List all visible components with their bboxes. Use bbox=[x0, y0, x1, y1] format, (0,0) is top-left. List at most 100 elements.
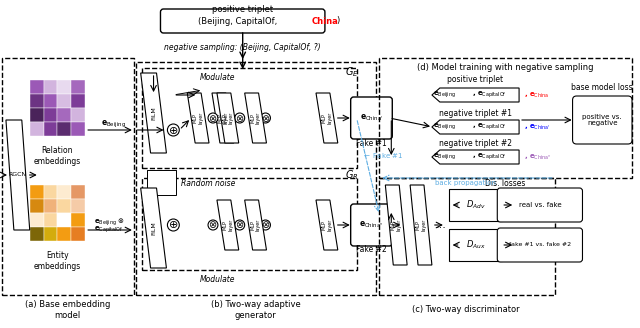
Bar bbox=[44, 185, 58, 199]
Text: MLP
layer: MLP layer bbox=[223, 112, 233, 124]
Text: $\otimes$: $\otimes$ bbox=[235, 219, 244, 231]
Text: positive vs.
negative: positive vs. negative bbox=[582, 113, 622, 127]
Polygon shape bbox=[432, 88, 519, 102]
Circle shape bbox=[208, 113, 218, 123]
Text: base model loss: base model loss bbox=[572, 84, 633, 92]
Bar bbox=[44, 94, 58, 108]
Bar bbox=[71, 80, 85, 94]
Polygon shape bbox=[212, 93, 234, 143]
Text: $\mathbf{e}_{\mathrm{China''}}$: $\mathbf{e}_{\mathrm{China''}}$ bbox=[359, 220, 384, 230]
Text: China: China bbox=[312, 16, 339, 26]
Circle shape bbox=[208, 220, 218, 230]
Bar bbox=[58, 94, 71, 108]
Text: $\mathbf{e}_{\mathrm{Beijing}}$: $\mathbf{e}_{\mathrm{Beijing}}$ bbox=[102, 118, 126, 130]
FancyBboxPatch shape bbox=[351, 97, 392, 139]
Text: Modulate: Modulate bbox=[200, 72, 236, 81]
Text: , $\mathbf{e}_{\mathrm{CapitalOf}}$: , $\mathbf{e}_{\mathrm{CapitalOf}}$ bbox=[472, 90, 506, 100]
Text: $\mathbf{e}_{\mathrm{Beijing}}$: $\mathbf{e}_{\mathrm{Beijing}}$ bbox=[433, 90, 456, 100]
Bar bbox=[29, 185, 44, 199]
Bar bbox=[44, 108, 58, 122]
Text: MLP
layer: MLP layer bbox=[250, 219, 261, 231]
Bar bbox=[58, 185, 71, 199]
Polygon shape bbox=[217, 93, 239, 143]
Polygon shape bbox=[385, 185, 407, 265]
Text: Random noise: Random noise bbox=[181, 178, 236, 188]
Polygon shape bbox=[316, 93, 338, 143]
Bar bbox=[44, 227, 58, 241]
Polygon shape bbox=[141, 73, 166, 153]
Bar bbox=[71, 213, 85, 227]
Text: Relation
embeddings: Relation embeddings bbox=[34, 146, 81, 166]
Text: $G_E$: $G_E$ bbox=[345, 65, 358, 79]
Text: back propagation: back propagation bbox=[435, 180, 496, 186]
Text: $\mathbf{e}_{\mathrm{Beijing}}$: $\mathbf{e}_{\mathrm{Beijing}}$ bbox=[433, 152, 456, 162]
Bar bbox=[58, 108, 71, 122]
Text: $D_{Adv}$: $D_{Adv}$ bbox=[466, 199, 485, 211]
Polygon shape bbox=[432, 120, 519, 134]
Text: , $\mathbf{e}_{\mathrm{China}}$: , $\mathbf{e}_{\mathrm{China}}$ bbox=[524, 91, 549, 100]
Circle shape bbox=[260, 113, 271, 123]
Text: (Beijing, CapitalOf,: (Beijing, CapitalOf, bbox=[198, 16, 280, 26]
Text: negative triplet #2: negative triplet #2 bbox=[439, 139, 512, 149]
Text: real vs. fake: real vs. fake bbox=[518, 202, 561, 208]
Text: FiLM: FiLM bbox=[151, 221, 156, 235]
Bar bbox=[71, 227, 85, 241]
FancyBboxPatch shape bbox=[497, 228, 582, 262]
Circle shape bbox=[235, 220, 244, 230]
Text: $\mathbf{e}_{\mathrm{Beijing}}$: $\mathbf{e}_{\mathrm{Beijing}}$ bbox=[433, 122, 456, 132]
Text: MLP
layer: MLP layer bbox=[321, 112, 332, 124]
Text: Fake #1: Fake #1 bbox=[356, 138, 387, 148]
Circle shape bbox=[168, 124, 179, 136]
Bar bbox=[71, 108, 85, 122]
Bar bbox=[71, 94, 85, 108]
Text: negative sampling: (Beijing, CapitalOf, ?): negative sampling: (Beijing, CapitalOf, … bbox=[164, 44, 321, 52]
Bar bbox=[29, 122, 44, 136]
Text: ): ) bbox=[337, 16, 340, 26]
Text: $\otimes$: $\otimes$ bbox=[235, 113, 244, 124]
Polygon shape bbox=[410, 185, 432, 265]
Text: MLP
layer: MLP layer bbox=[250, 112, 261, 124]
Bar bbox=[71, 122, 85, 136]
Bar bbox=[71, 199, 85, 213]
Bar bbox=[44, 213, 58, 227]
Text: $\mathbf{e}_{\mathrm{Beijing}}\otimes$: $\mathbf{e}_{\mathrm{Beijing}}\otimes$ bbox=[94, 216, 124, 228]
Bar bbox=[29, 108, 44, 122]
Polygon shape bbox=[244, 93, 266, 143]
Text: $\oplus$: $\oplus$ bbox=[168, 219, 179, 231]
Bar bbox=[58, 213, 71, 227]
Text: positive triplet: positive triplet bbox=[447, 75, 504, 85]
Bar bbox=[44, 80, 58, 94]
Text: MLP
layer: MLP layer bbox=[193, 112, 204, 124]
Text: , $\mathbf{e}_{\mathrm{China'}}$: , $\mathbf{e}_{\mathrm{China'}}$ bbox=[524, 122, 551, 132]
Polygon shape bbox=[217, 200, 239, 250]
Bar bbox=[58, 227, 71, 241]
Text: (d) Model training with negative sampling: (d) Model training with negative samplin… bbox=[417, 63, 593, 72]
Text: RGCN: RGCN bbox=[9, 173, 27, 177]
Text: ...: ... bbox=[435, 220, 446, 230]
Text: negative triplet #1: negative triplet #1 bbox=[439, 109, 512, 117]
Text: $\otimes$: $\otimes$ bbox=[261, 113, 270, 124]
Text: MLP
layer: MLP layer bbox=[321, 219, 332, 231]
Bar bbox=[44, 122, 58, 136]
Text: , $\mathbf{e}_{\mathrm{China''}}$: , $\mathbf{e}_{\mathrm{China''}}$ bbox=[524, 153, 552, 162]
FancyBboxPatch shape bbox=[573, 96, 632, 144]
Text: $\leftarrow$ Fake #1: $\leftarrow$ Fake #1 bbox=[362, 151, 403, 159]
FancyBboxPatch shape bbox=[351, 204, 392, 246]
Text: $\otimes$: $\otimes$ bbox=[209, 113, 218, 124]
Polygon shape bbox=[6, 120, 29, 230]
FancyBboxPatch shape bbox=[161, 9, 325, 33]
Text: (a) Base embedding
model: (a) Base embedding model bbox=[25, 300, 110, 320]
Text: Dis. losses: Dis. losses bbox=[485, 178, 525, 188]
Text: Modulate: Modulate bbox=[200, 276, 236, 284]
Text: FiLM: FiLM bbox=[151, 106, 156, 120]
Bar bbox=[29, 94, 44, 108]
Bar bbox=[29, 199, 44, 213]
Text: , $\mathbf{e}_{\mathrm{CapitalOf}}$: , $\mathbf{e}_{\mathrm{CapitalOf}}$ bbox=[472, 152, 506, 162]
Text: fake #1 vs. fake #2: fake #1 vs. fake #2 bbox=[509, 242, 571, 248]
Bar bbox=[29, 227, 44, 241]
Text: (c) Two-way discriminator: (c) Two-way discriminator bbox=[412, 305, 520, 315]
Text: MLP
layer: MLP layer bbox=[218, 112, 228, 124]
Text: $\mathbf{e}_{\mathrm{CapitalOf}}$: $\mathbf{e}_{\mathrm{CapitalOf}}$ bbox=[94, 225, 124, 235]
Text: $\mathbf{e}_{\mathrm{China'}}$: $\mathbf{e}_{\mathrm{China'}}$ bbox=[360, 113, 383, 123]
Polygon shape bbox=[188, 93, 209, 143]
